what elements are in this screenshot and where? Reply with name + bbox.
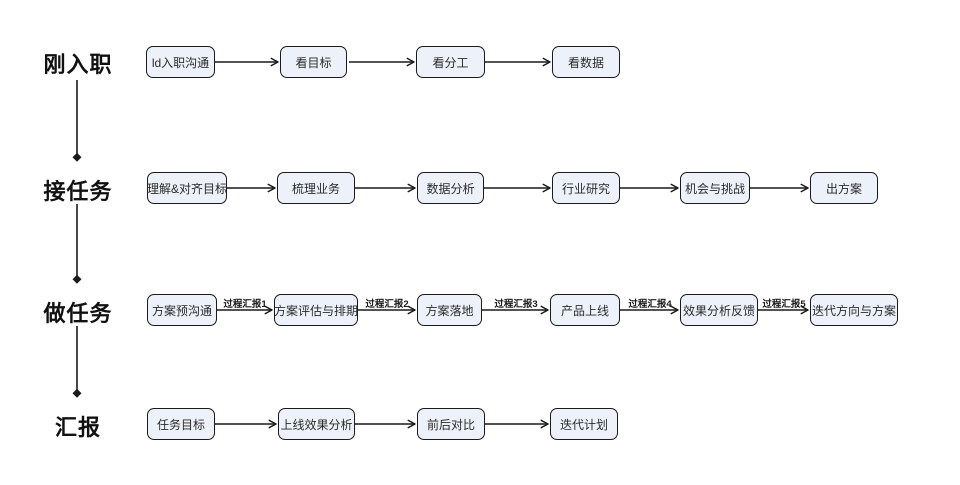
flow-node: 机会与挑战 [680, 172, 750, 204]
flow-node: 迭代方向与方案 [810, 294, 898, 326]
flow-node: 数据分析 [417, 172, 484, 204]
process-report-label: 过程汇报2 [365, 299, 409, 310]
flow-node: 前后对比 [417, 408, 485, 440]
process-report-label: 过程汇报4 [628, 299, 672, 310]
flow-node: 迭代计划 [550, 408, 618, 440]
process-report-label: 过程汇报5 [762, 299, 806, 310]
flow-node: 方案预沟通 [147, 294, 217, 326]
stage-label-do-task: 做任务 [43, 301, 113, 326]
flow-node: 任务目标 [147, 408, 215, 440]
flow-node: ld入职沟通 [146, 46, 215, 78]
process-report-label: 过程汇报1 [223, 299, 267, 310]
flow-node: 看分工 [416, 46, 485, 78]
flow-node: 效果分析反馈 [680, 294, 758, 326]
flow-node: 出方案 [810, 172, 878, 204]
flow-node: 理解&对齐目标 [147, 172, 227, 204]
stage-label-onboarding: 刚入职 [43, 52, 113, 77]
flow-node: 看数据 [552, 46, 620, 78]
flow-node: 行业研究 [552, 172, 620, 204]
stage-label-report: 汇报 [54, 415, 101, 440]
flow-node: 方案落地 [417, 294, 482, 326]
flow-node: 梳理业务 [277, 172, 355, 204]
flow-node: 产品上线 [550, 294, 620, 326]
flow-node: 上线效果分析 [278, 408, 355, 440]
flow-node: 方案评估与排期 [274, 294, 358, 326]
flow-node: 看目标 [280, 46, 347, 78]
process-report-label: 过程汇报3 [494, 299, 538, 310]
stage-label-receive-task: 接任务 [43, 179, 113, 204]
